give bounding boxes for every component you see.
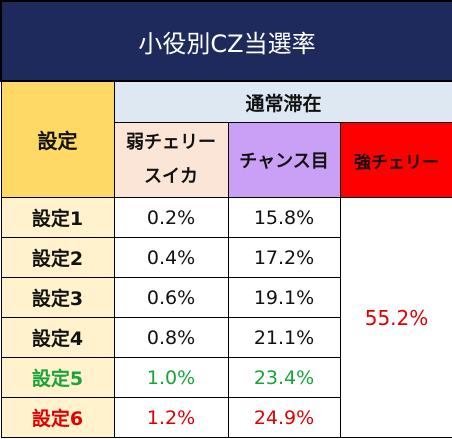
row-setting-label: 設定3 — [0, 277, 115, 318]
table-row: 設定3 0.6% 19.1% — [0, 277, 452, 318]
row-weak-value: 0.4% — [113, 237, 229, 278]
row-setting-label: 設定6 — [0, 397, 115, 438]
table-row: 設定5 1.0% 23.4% — [0, 357, 452, 398]
strong-cherry-value: 55.2% — [339, 197, 452, 438]
row-weak-value: 0.8% — [113, 317, 229, 358]
header-weak-cherry-watermelon: 弱チェリー スイカ — [113, 122, 229, 198]
row-weak-value: 0.6% — [113, 277, 229, 318]
row-weak-value: 0.2% — [113, 197, 229, 238]
row-chance-value: 23.4% — [227, 357, 341, 398]
row-setting-label: 設定1 — [0, 197, 115, 238]
header-weak-line2: スイカ — [144, 166, 198, 187]
row-chance-value: 21.1% — [227, 317, 341, 358]
row-setting-label: 設定2 — [0, 237, 115, 278]
row-chance-value: 17.2% — [227, 237, 341, 278]
header-chance-eye: チャンス目 — [227, 122, 341, 198]
row-weak-value: 1.2% — [113, 397, 229, 438]
table-row: 設定2 0.4% 17.2% — [0, 237, 452, 278]
table-row: 設定1 0.2% 15.8% 55.2% — [0, 197, 452, 438]
row-chance-value: 15.8% — [227, 197, 341, 238]
header-strong-cherry: 強チェリー — [339, 122, 452, 198]
row-chance-value: 19.1% — [227, 277, 341, 318]
table-title: 小役別CZ当選率 — [0, 0, 452, 82]
row-setting-label: 設定4 — [0, 317, 115, 358]
table-row: 設定4 0.8% 21.1% — [0, 317, 452, 358]
header-weak-line1: 弱チェリー — [126, 132, 216, 153]
row-weak-value: 1.0% — [113, 357, 229, 398]
header-normal-stay: 通常滞在 — [113, 80, 452, 123]
row-setting-label: 設定5 — [0, 357, 115, 398]
table-row: 設定6 1.2% 24.9% — [0, 397, 452, 438]
row-chance-value: 24.9% — [227, 397, 341, 438]
header-setting: 設定 — [0, 80, 115, 198]
